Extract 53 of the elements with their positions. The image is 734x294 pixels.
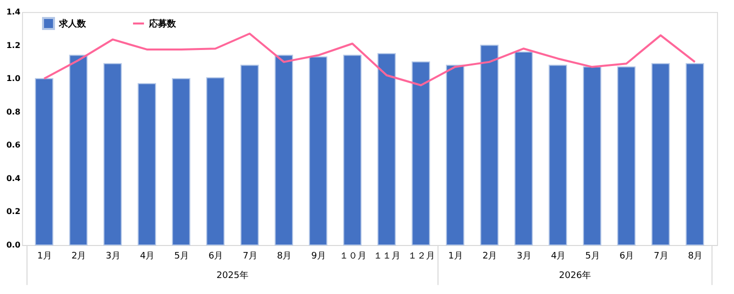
bar xyxy=(446,64,464,246)
bar xyxy=(240,64,259,246)
x-tick-label: 6月 xyxy=(620,252,634,262)
legend-label: 応募数 xyxy=(148,18,177,30)
bar xyxy=(480,44,499,246)
x-tick-label: １２月 xyxy=(408,252,435,262)
bar xyxy=(582,66,602,246)
x-tick-label: 1月 xyxy=(448,252,463,262)
bar xyxy=(34,78,54,246)
bar xyxy=(274,54,294,246)
x-tick-label: １１月 xyxy=(374,252,401,262)
y-tick-label: 0.4 xyxy=(6,174,21,183)
x-tick-label: 5月 xyxy=(174,252,189,262)
x-tick-label: 4月 xyxy=(551,252,566,262)
x-tick-label: 7月 xyxy=(654,252,668,262)
bar xyxy=(548,64,568,246)
x-tick-label: 3月 xyxy=(516,252,532,262)
x-tick-label: 2月 xyxy=(482,252,498,262)
x-tick-label: 4月 xyxy=(140,252,155,262)
y-tick-label: 0.0 xyxy=(6,240,21,250)
x-tick-label: 9月 xyxy=(311,252,326,262)
legend-label: 求人数 xyxy=(58,18,87,30)
x-tick-label: 6月 xyxy=(208,252,224,262)
x-tick-label: 7月 xyxy=(242,252,258,262)
y-tick-label: 1.2 xyxy=(6,40,20,50)
y-tick-label: 1.0 xyxy=(6,74,21,84)
bar xyxy=(617,66,636,246)
x-tick-label: １０月 xyxy=(339,252,366,262)
bar xyxy=(69,54,88,246)
x-tick-label: 2月 xyxy=(72,252,86,262)
bar xyxy=(138,83,156,246)
bar xyxy=(686,63,704,246)
bar xyxy=(103,63,122,246)
x-tick-label: 8月 xyxy=(277,252,292,262)
line-series xyxy=(43,32,696,86)
bar xyxy=(308,56,328,246)
text: 2026年 xyxy=(559,270,591,281)
x-tick-label: 5月 xyxy=(585,252,600,262)
x-tick-label: 3月 xyxy=(106,252,120,262)
text: 2025年 xyxy=(216,270,248,281)
y-tick-label: 0.8 xyxy=(6,107,21,116)
bar xyxy=(651,63,670,246)
y-tick-label: 1.4 xyxy=(6,8,21,16)
y-tick-label: 0.6 xyxy=(6,140,21,150)
bar xyxy=(514,51,533,246)
bar xyxy=(412,61,430,246)
x-tick-label: 8月 xyxy=(688,252,703,262)
bar xyxy=(206,77,225,246)
x-tick-label: 1月 xyxy=(37,252,52,262)
bar xyxy=(172,78,190,246)
bar xyxy=(343,54,362,246)
bar xyxy=(377,53,396,246)
y-tick-label: 0.2 xyxy=(6,207,20,216)
